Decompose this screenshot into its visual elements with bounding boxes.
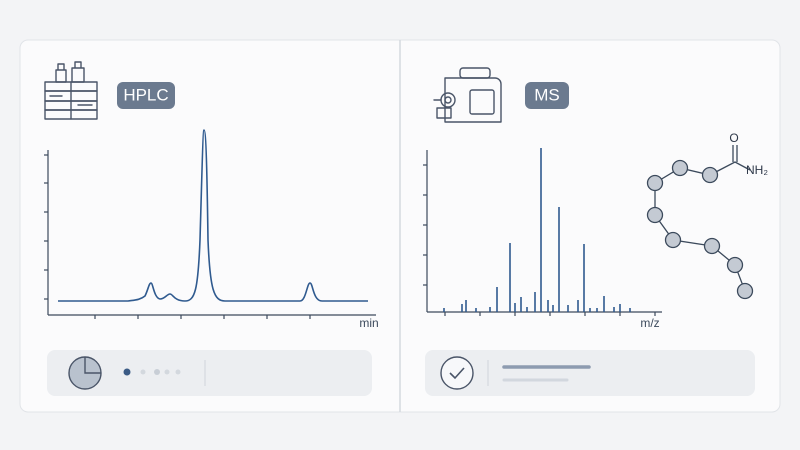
- molecule-atoms: [646, 159, 754, 300]
- step-dot: [164, 369, 170, 375]
- atom-label: O: [729, 131, 738, 145]
- badge-label: HPLC: [123, 85, 168, 104]
- status-bar: [47, 350, 372, 396]
- atom: [736, 282, 754, 300]
- atom: [646, 206, 664, 224]
- x-axis-label: m/z: [640, 316, 659, 330]
- molecule-bonds: [654, 145, 751, 292]
- group-label: NH₂: [746, 163, 768, 177]
- hplc-icon: [44, 61, 98, 120]
- check-mark: [449, 367, 465, 380]
- atom: [701, 166, 719, 184]
- atom: [703, 237, 721, 255]
- chromatogram: [58, 129, 368, 302]
- check-icon: [440, 356, 474, 390]
- badge: [525, 82, 569, 109]
- step-dot: [175, 369, 181, 375]
- status-bar: [425, 350, 755, 396]
- atom: [671, 159, 689, 177]
- atom: [664, 231, 682, 249]
- hplc-axes: [44, 150, 376, 319]
- progress-pie-slice: [84, 357, 101, 374]
- spectrum: [443, 148, 631, 312]
- badge: [117, 82, 175, 109]
- badge-label: MS: [534, 85, 560, 104]
- atom: [726, 256, 744, 274]
- step-dot: [140, 369, 146, 375]
- step-dot: [123, 368, 131, 376]
- atom: [646, 174, 664, 192]
- step-dot: [154, 369, 160, 375]
- x-axis-label: min: [359, 316, 378, 330]
- ms-icon: [433, 67, 502, 123]
